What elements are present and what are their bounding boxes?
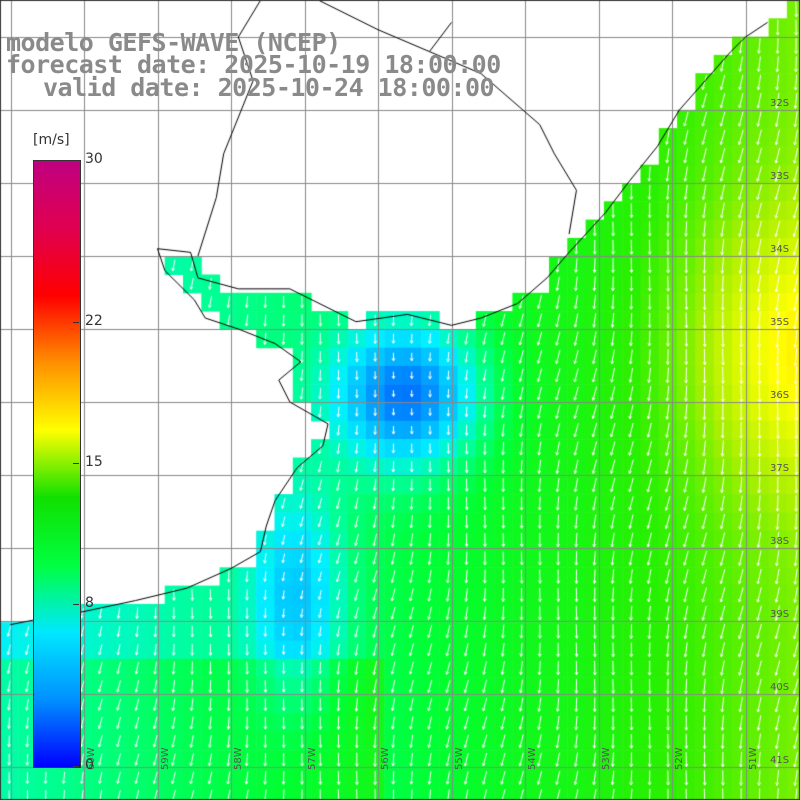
longitude-label: 58W xyxy=(233,747,244,770)
latitude-label: 34S xyxy=(770,244,790,255)
model-title: modelo GEFS-WAVE (NCEP) xyxy=(6,28,341,57)
longitude-label: 55W xyxy=(453,747,465,770)
colorbar-tick-label: 15 xyxy=(85,454,103,470)
longitude-label: 54W xyxy=(527,747,538,770)
longitude-label: 53W xyxy=(600,747,612,770)
latitude-label: 32S xyxy=(770,98,790,109)
colorbar-tick-mark xyxy=(73,604,79,606)
colorbar-tick-label: 30 xyxy=(85,151,103,167)
colorbar-tick-label: 0 xyxy=(85,757,94,773)
latitude-label: 36S xyxy=(770,390,790,401)
valid-date: valid date: 2025-10-24 18:00:00 xyxy=(43,73,495,102)
latitude-label: 33S xyxy=(770,171,790,182)
latitude-label: 39S xyxy=(770,609,790,620)
latitude-label: 37S xyxy=(770,463,790,474)
longitude-label: 59W xyxy=(159,747,171,770)
colorbar-tick-mark xyxy=(73,160,79,161)
latitude-label: 40S xyxy=(770,682,790,693)
colorbar-unit: [m/s] xyxy=(33,132,70,148)
colorbar-tick-mark xyxy=(73,766,79,767)
colorbar-tick-label: 8 xyxy=(85,595,94,612)
colorbar-tick-label: 22 xyxy=(85,312,103,329)
latitude-label: 35S xyxy=(770,317,790,328)
longitude-label: 52W xyxy=(674,747,685,770)
colorbar-tick-mark xyxy=(73,321,79,323)
colorbar xyxy=(33,160,81,768)
latitude-label: 38S xyxy=(770,536,790,547)
longitude-label: 57W xyxy=(306,747,318,770)
longitude-label: 56W xyxy=(380,747,391,770)
latitude-label: 41S xyxy=(770,755,790,766)
longitude-label: 51W xyxy=(747,747,759,770)
forecast-date: forecast date: 2025-10-19 18:00:00 xyxy=(6,50,501,79)
colorbar-tick-mark xyxy=(73,463,79,464)
